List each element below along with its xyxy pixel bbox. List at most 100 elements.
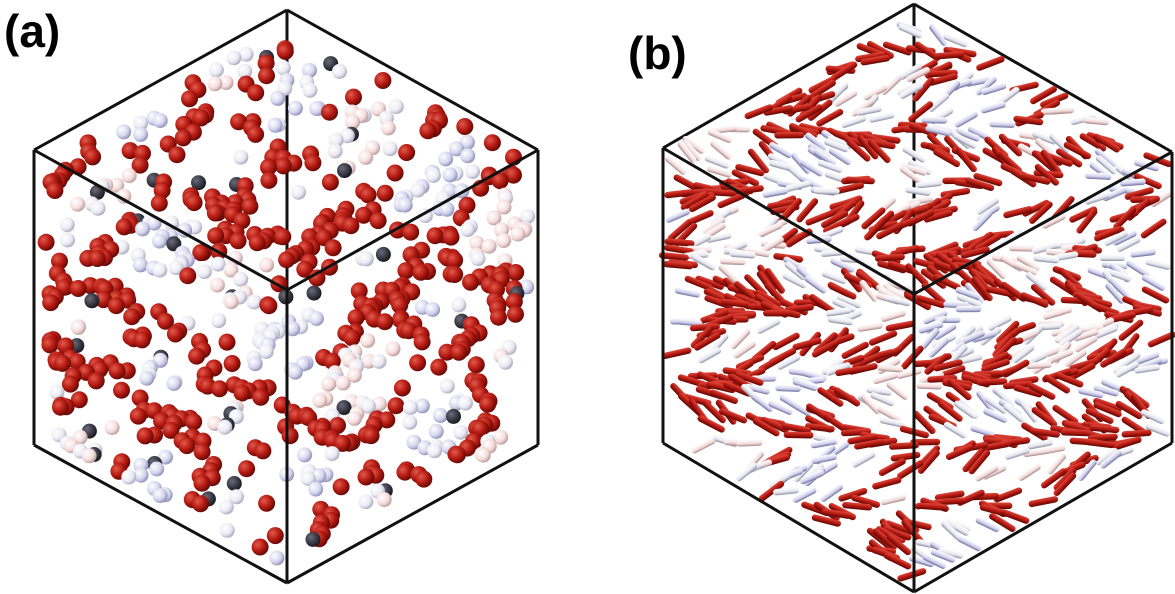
red-sphere — [505, 293, 523, 311]
red-rod — [977, 378, 1008, 386]
red-rod — [1034, 163, 1060, 186]
white-sphere — [498, 354, 513, 370]
lav-sphere — [152, 113, 168, 128]
red-rod — [945, 444, 974, 460]
white-rod — [1033, 254, 1060, 264]
red-rod — [833, 387, 861, 407]
red-sphere — [37, 233, 55, 251]
dark-sphere — [226, 476, 242, 491]
lav-sphere — [297, 447, 313, 463]
red-rod — [757, 264, 778, 290]
lav-rod — [971, 330, 997, 343]
red-sphere — [238, 460, 256, 478]
red-sphere — [446, 251, 464, 269]
red-sphere — [376, 313, 394, 331]
panel-label-a: (a) — [4, 5, 61, 57]
pink-sphere — [346, 367, 362, 383]
red-sphere — [415, 470, 433, 488]
white-rod — [984, 396, 1008, 414]
red-rod — [697, 415, 725, 433]
red-rod — [795, 104, 823, 123]
lav-sphere — [135, 221, 150, 237]
red-sphere — [479, 395, 497, 413]
white-sphere — [300, 471, 316, 486]
lav-rod — [960, 330, 985, 345]
white-rod — [938, 547, 964, 559]
red-sphere — [179, 267, 197, 285]
white-rod — [1032, 242, 1058, 255]
lav-sphere — [287, 364, 303, 380]
pink-sphere — [81, 448, 97, 464]
red-sphere — [266, 527, 284, 545]
lav-rod — [798, 175, 823, 191]
pink-sphere — [312, 393, 328, 408]
red-sphere — [260, 158, 277, 176]
red-rod — [1040, 92, 1069, 108]
red-sphere — [162, 421, 180, 439]
lav-sphere — [132, 257, 148, 273]
lav-rod — [674, 287, 701, 298]
pink-rod — [1040, 107, 1067, 115]
red-sphere — [402, 223, 420, 241]
red-sphere — [206, 204, 224, 222]
pink-sphere — [380, 120, 396, 136]
red-sphere — [258, 494, 276, 512]
red-sphere — [193, 474, 211, 492]
lav-rod — [957, 535, 982, 552]
lav-rod — [930, 549, 956, 563]
pink-sphere — [481, 238, 497, 254]
red-rod — [928, 73, 958, 86]
red-rod — [804, 423, 835, 433]
lav-sphere — [428, 423, 444, 439]
lav-sphere — [439, 201, 455, 217]
white-rod — [825, 307, 852, 317]
lav-sphere — [152, 233, 167, 249]
red-sphere — [168, 146, 186, 164]
white-rod — [704, 155, 730, 169]
lav-sphere — [449, 141, 464, 157]
white-rod — [1115, 361, 1139, 378]
red-sphere — [88, 250, 106, 267]
lav-sphere — [270, 90, 286, 106]
lav-sphere — [460, 148, 476, 164]
white-rod — [947, 344, 968, 366]
pink-rod — [877, 406, 901, 423]
white-rod — [1117, 352, 1141, 370]
lav-rod — [813, 148, 837, 166]
red-sphere — [185, 194, 203, 212]
red-rod — [767, 199, 797, 210]
red-rod — [973, 173, 1003, 187]
lav-sphere — [302, 62, 317, 78]
white-rod — [997, 86, 1020, 106]
lav-sphere — [397, 197, 413, 213]
white-rod — [1103, 230, 1128, 246]
red-rod — [734, 281, 759, 303]
red-rod — [1093, 401, 1122, 418]
red-rod — [1020, 292, 1049, 308]
red-rod — [1113, 206, 1137, 230]
pink-sphere — [346, 410, 362, 426]
red-sphere — [230, 113, 248, 131]
white-rod — [1004, 447, 1030, 460]
red-sphere — [107, 297, 125, 315]
lav-sphere — [116, 124, 132, 140]
dark-sphere — [305, 531, 321, 547]
red-rod — [981, 358, 1010, 373]
red-rod — [989, 513, 1016, 533]
red-sphere — [483, 134, 501, 152]
white-rod — [1099, 254, 1126, 262]
red-rod — [933, 148, 961, 168]
red-rod — [918, 502, 948, 511]
pink-rod — [1035, 138, 1057, 158]
red-rod — [1100, 348, 1127, 368]
pink-rod — [1074, 335, 1098, 353]
lav-rod — [792, 378, 818, 392]
white-rod — [773, 486, 799, 496]
red-rod — [902, 518, 932, 531]
lav-rod — [751, 393, 774, 412]
red-rod — [1055, 372, 1084, 388]
dark-sphere — [84, 293, 100, 309]
red-rod — [811, 339, 839, 358]
red-rod — [867, 40, 894, 59]
pink-rod — [1041, 213, 1066, 229]
